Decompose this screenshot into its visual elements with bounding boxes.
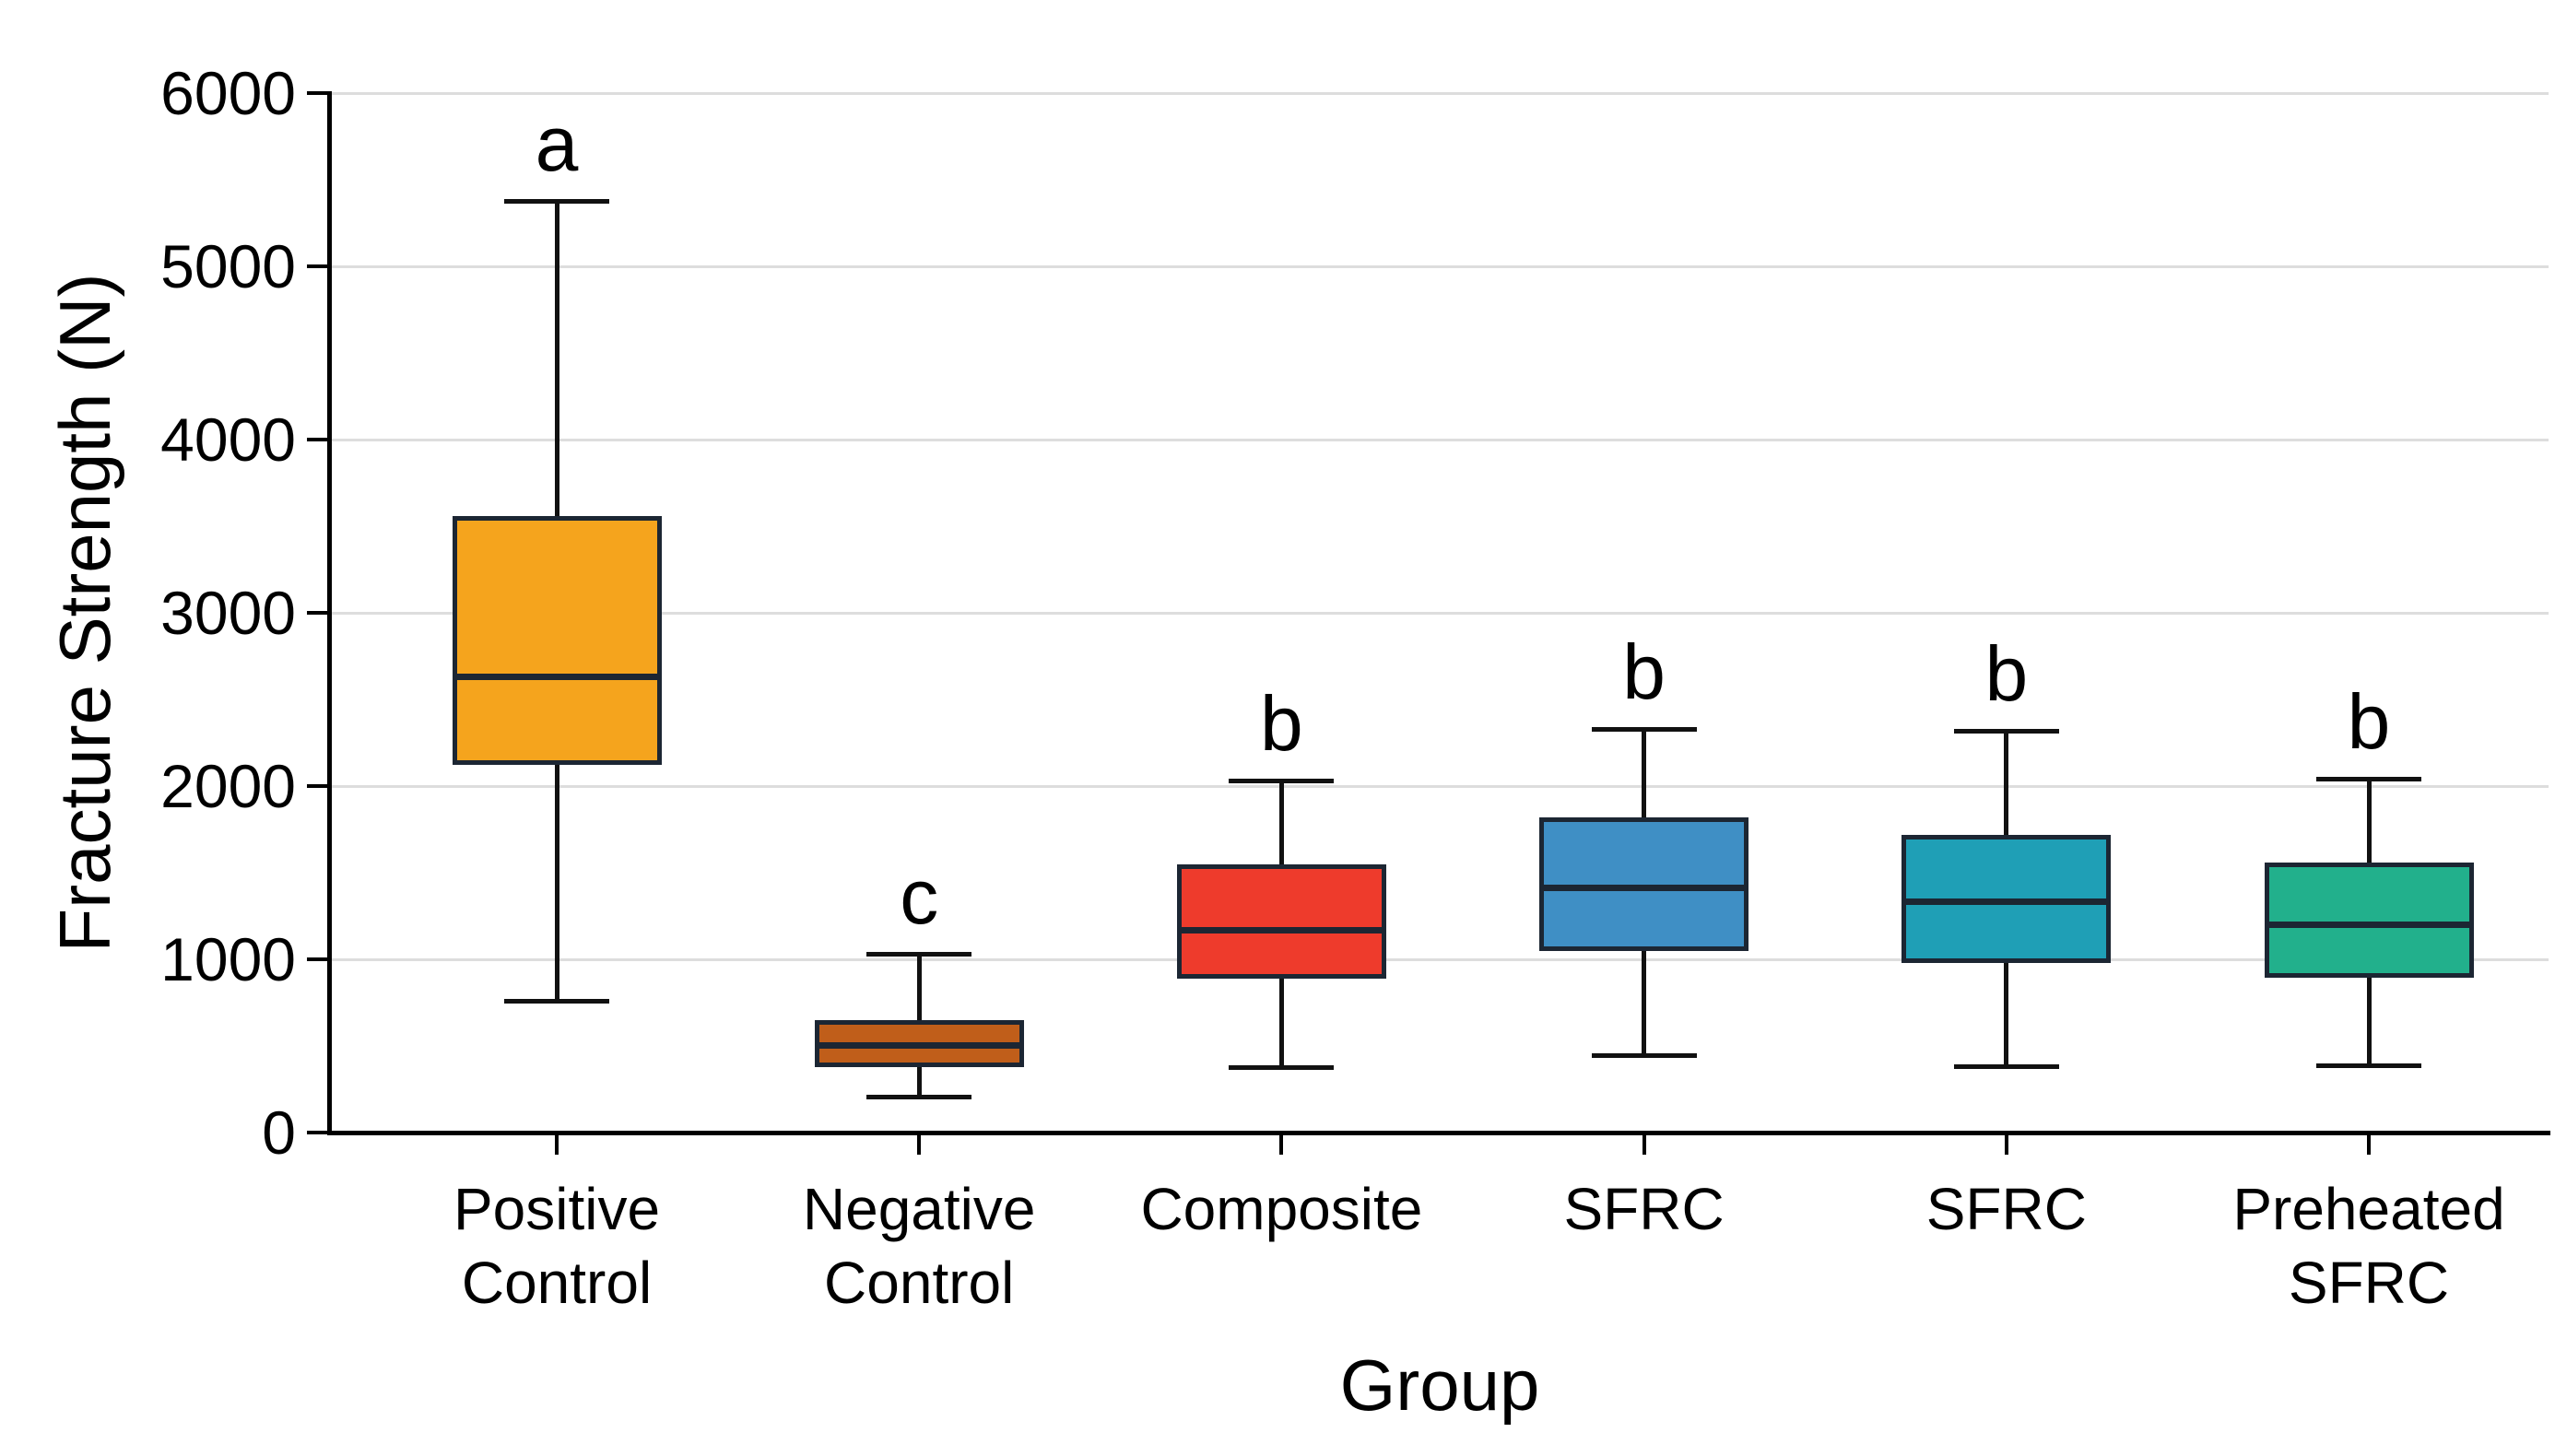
significance-letter: b — [1260, 680, 1303, 768]
significance-letter: a — [535, 100, 579, 187]
median-line — [2267, 921, 2470, 928]
box — [1176, 863, 1386, 979]
whisker-cap-bottom — [1229, 1064, 1335, 1070]
x-axis-line — [327, 1131, 2550, 1135]
y-grid-line — [329, 785, 2549, 788]
significance-letter: b — [1622, 628, 1666, 715]
y-tick-label: 0 — [262, 1098, 296, 1167]
whisker-lower — [916, 1066, 922, 1097]
whisker-lower — [2366, 977, 2372, 1065]
x-tick-mark — [1642, 1133, 1646, 1155]
box — [1539, 816, 1749, 951]
whisker-upper — [1642, 728, 1647, 817]
whisker-cap-top — [1953, 728, 2059, 734]
median-line — [455, 674, 658, 681]
y-grid-line — [329, 92, 2549, 95]
whisker-cap-bottom — [866, 1094, 972, 1099]
y-tick-mark — [307, 91, 329, 95]
y-tick-label: 5000 — [160, 232, 296, 300]
significance-letter: b — [1984, 629, 2029, 717]
y-grid-line — [329, 439, 2549, 441]
box — [2264, 862, 2474, 978]
y-axis-line — [327, 91, 332, 1134]
whisker-lower — [2004, 962, 2009, 1066]
whisker-lower — [554, 765, 559, 1002]
whisker-cap-bottom — [504, 999, 609, 1004]
x-tick-mark — [555, 1133, 559, 1155]
y-grid-line — [329, 958, 2549, 961]
y-tick-label: 1000 — [160, 925, 296, 993]
y-tick-label: 6000 — [160, 59, 296, 127]
median-line — [1543, 885, 1746, 892]
median-line — [1905, 898, 2108, 906]
x-tick-label: Composite — [1140, 1176, 1423, 1242]
y-tick-mark — [307, 1131, 329, 1134]
median-line — [1180, 926, 1383, 933]
box — [452, 515, 662, 766]
y-tick-mark — [307, 611, 329, 615]
x-tick-mark — [917, 1133, 922, 1155]
x-tick-mark — [2367, 1133, 2371, 1155]
y-tick-mark — [307, 784, 329, 788]
x-tick-label: Positive Control — [453, 1176, 661, 1316]
y-grid-line — [329, 612, 2549, 615]
whisker-lower — [1642, 950, 1647, 1056]
median-line — [818, 1041, 1020, 1049]
whisker-cap-top — [504, 198, 609, 204]
y-tick-label: 4000 — [160, 405, 296, 474]
y-tick-label: 2000 — [160, 752, 296, 820]
y-tick-mark — [307, 264, 329, 268]
x-tick-label: SFRC — [1925, 1176, 2087, 1242]
y-tick-mark — [307, 957, 329, 961]
x-tick-mark — [2004, 1133, 2008, 1155]
significance-letter: c — [900, 853, 939, 941]
y-tick-label: 3000 — [160, 579, 296, 647]
whisker-cap-bottom — [1953, 1063, 2059, 1069]
whisker-cap-top — [2316, 777, 2421, 782]
x-tick-mark — [1279, 1133, 1284, 1155]
whisker-cap-top — [1229, 779, 1335, 784]
box — [1902, 834, 2112, 963]
x-tick-label: Preheated SFRC — [2232, 1176, 2505, 1316]
whisker-upper — [1278, 781, 1284, 864]
x-axis-title: Group — [1339, 1344, 1540, 1426]
x-tick-label: SFRC — [1563, 1176, 1725, 1242]
y-tick-mark — [307, 438, 329, 441]
y-grid-line — [329, 265, 2549, 268]
whisker-cap-bottom — [1591, 1053, 1697, 1059]
significance-letter: b — [2347, 678, 2391, 766]
whisker-cap-top — [1591, 726, 1697, 732]
whisker-cap-bottom — [2316, 1063, 2421, 1068]
x-tick-label: Negative Control — [802, 1176, 1036, 1316]
whisker-cap-top — [866, 952, 972, 957]
whisker-upper — [2366, 779, 2372, 863]
whisker-upper — [2004, 730, 2009, 835]
whisker-upper — [916, 954, 922, 1020]
whisker-lower — [1278, 978, 1284, 1067]
whisker-upper — [554, 200, 559, 516]
